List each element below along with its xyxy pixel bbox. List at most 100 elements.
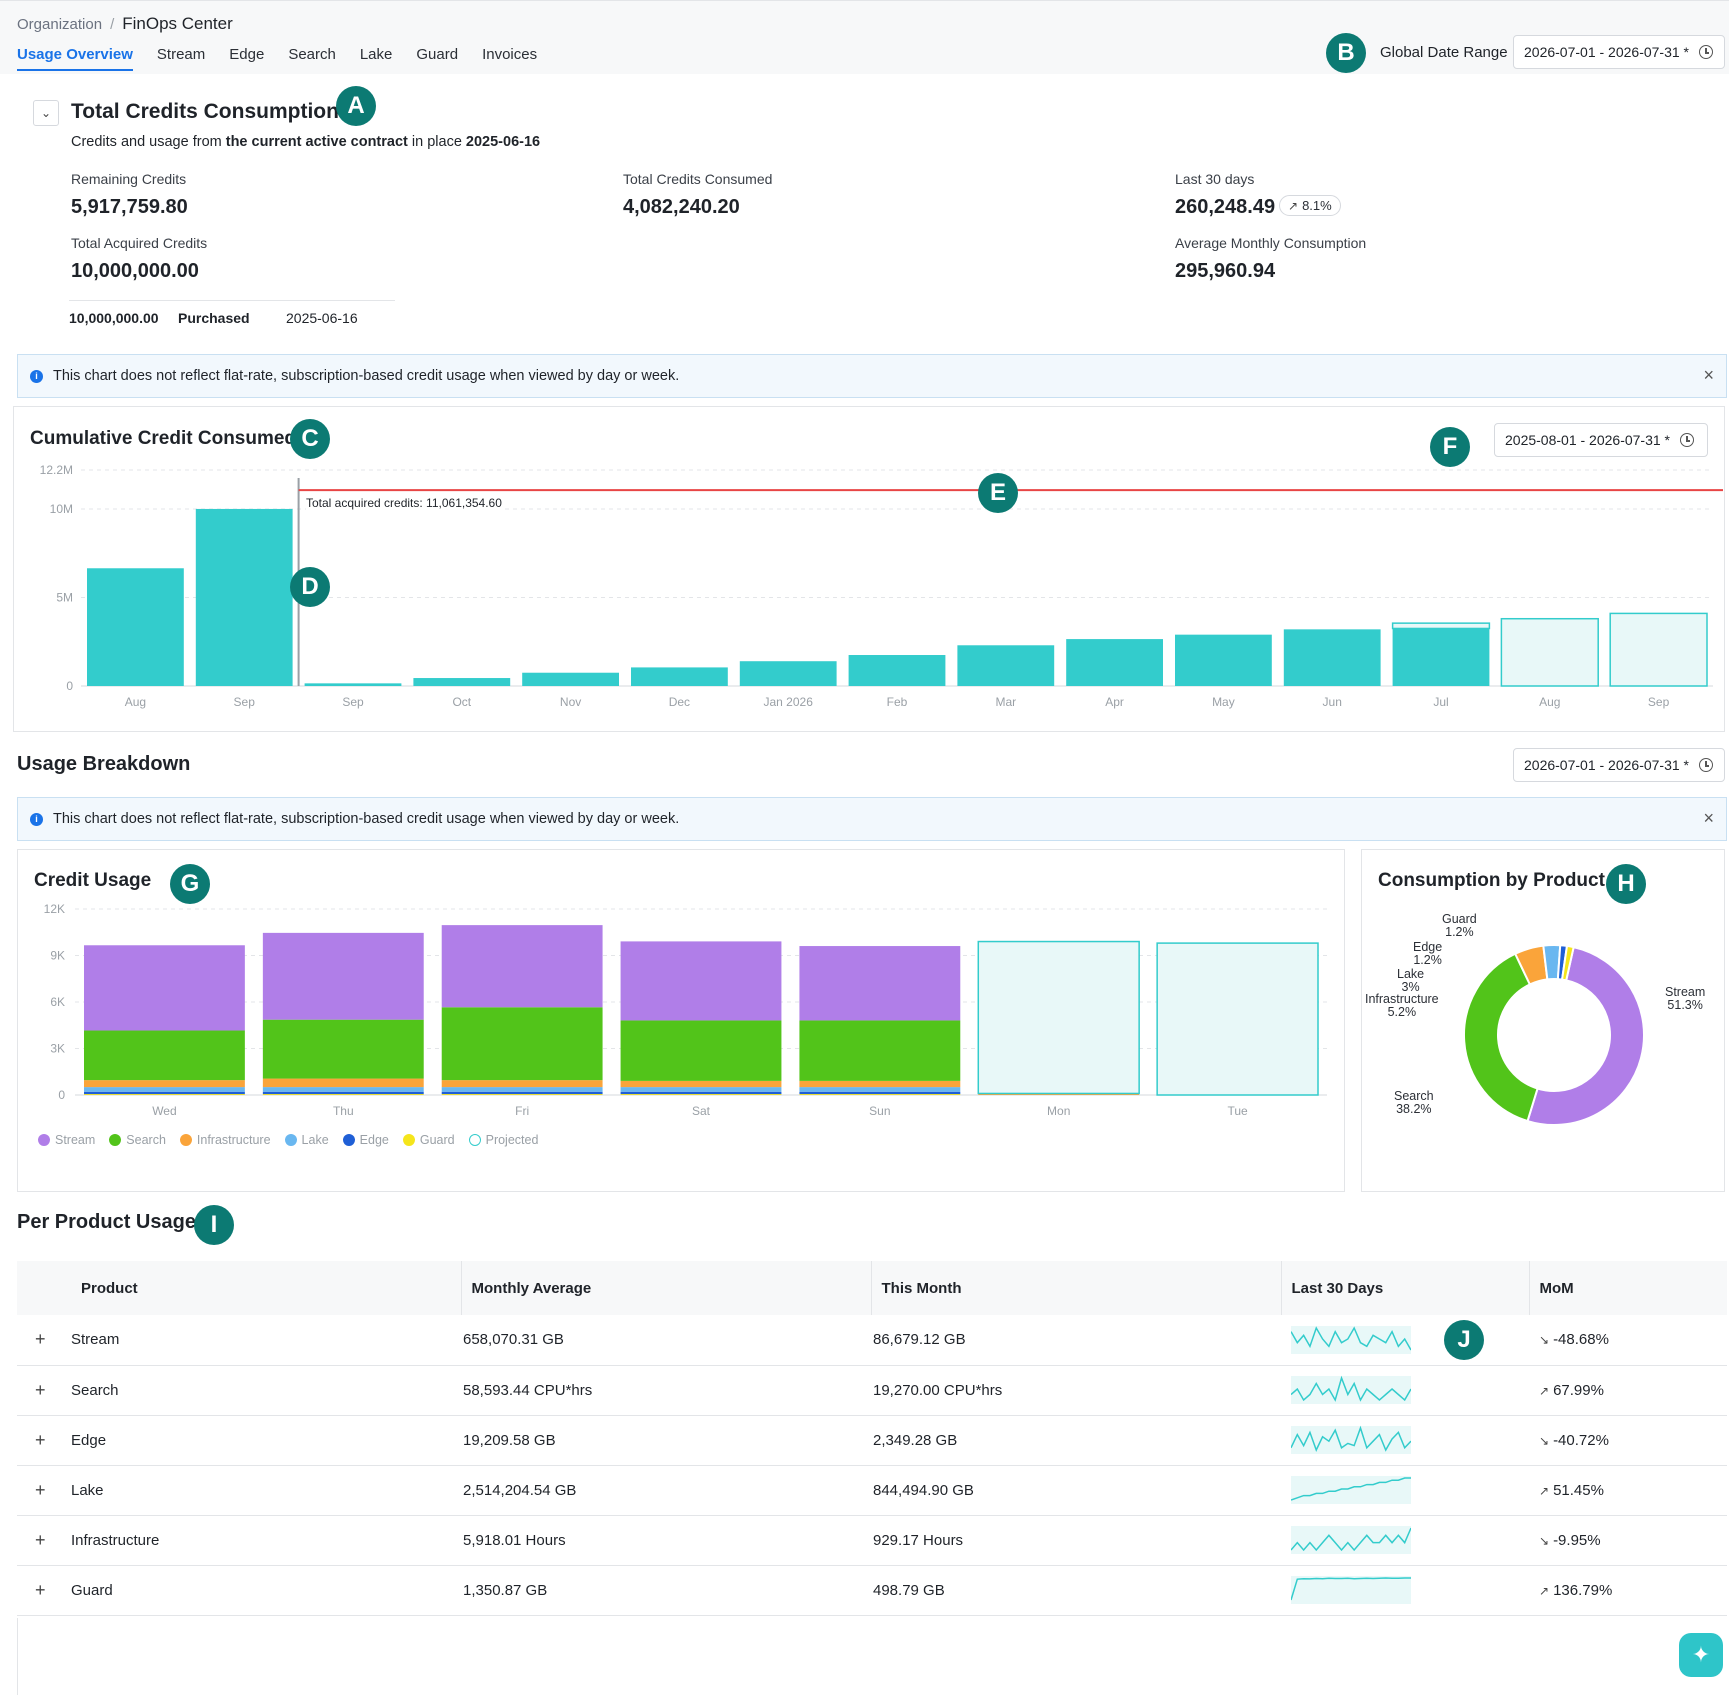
table-header-product[interactable]: Product bbox=[63, 1261, 461, 1315]
credit-bar-guard bbox=[620, 1094, 782, 1095]
info-banner-text: This chart does not reflect flat-rate, s… bbox=[53, 811, 680, 827]
mom-value: -48.68% bbox=[1553, 1331, 1609, 1349]
cumulative-bar bbox=[522, 672, 619, 686]
table-row[interactable]: + Lake 2,514,204.54 GB 844,494.90 GB ↗ 51.45% bbox=[17, 1465, 1727, 1516]
expand-plus-icon[interactable]: + bbox=[17, 1465, 63, 1516]
donut-label-name: Guard bbox=[1442, 912, 1477, 926]
credits-subtitle-contract: the current active contract bbox=[225, 134, 408, 150]
donut-label-lake: Lake 3% bbox=[1397, 967, 1425, 994]
cumulative-bar bbox=[304, 683, 402, 686]
donut-label-search: Search 38.2% bbox=[1394, 1089, 1434, 1116]
global-date-label: Global Date Range bbox=[1380, 44, 1508, 61]
table-header-mom[interactable]: MoM bbox=[1528, 1261, 1727, 1315]
trend-up-icon: ↗ bbox=[1539, 1383, 1550, 1398]
credit-bar-infrastructure bbox=[620, 1080, 782, 1088]
legend-label: Stream bbox=[55, 1133, 96, 1147]
left-border bbox=[17, 1618, 18, 1695]
marker-g: G bbox=[170, 864, 210, 904]
last-30-days-change: 8.1% bbox=[1302, 198, 1332, 213]
assistant-sparkle-button[interactable]: ✦ bbox=[1679, 1633, 1723, 1677]
legend-item-projected[interactable]: Projected bbox=[468, 1133, 539, 1147]
table-row[interactable]: + Guard 1,350.87 GB 498.79 GB ↗ 136.79% bbox=[17, 1565, 1727, 1616]
credits-subtitle: Credits and usage from the current activ… bbox=[71, 134, 540, 150]
table-header-this-month[interactable]: This Month bbox=[870, 1261, 1281, 1315]
global-date-picker[interactable]: 2026-07-01 - 2026-07-31 * bbox=[1513, 35, 1725, 69]
mom-value: -9.95% bbox=[1553, 1531, 1601, 1549]
collapse-chevron-icon[interactable]: ⌄ bbox=[33, 100, 59, 126]
y-tick-label: 6K bbox=[50, 995, 65, 1009]
cumulative-bar bbox=[1283, 629, 1381, 686]
x-tick-label: Sat bbox=[692, 1104, 711, 1118]
credits-title: Total Credits Consumption bbox=[71, 100, 339, 123]
per-product-table: Product Monthly Average This Month Last … bbox=[17, 1261, 1727, 1616]
breakdown-date-picker[interactable]: 2026-07-01 - 2026-07-31 * bbox=[1513, 748, 1725, 782]
table-header-expand bbox=[17, 1261, 63, 1315]
legend-label: Lake bbox=[301, 1133, 329, 1147]
table-header-monthly-average[interactable]: Monthly Average bbox=[460, 1261, 871, 1315]
breadcrumb-parent[interactable]: Organization bbox=[17, 16, 103, 33]
credit-bar-stream bbox=[262, 932, 424, 1020]
marker-f: F bbox=[1430, 427, 1470, 467]
legend-label: Edge bbox=[359, 1133, 389, 1147]
legend-item-guard[interactable]: Guard bbox=[402, 1133, 455, 1147]
expand-plus-icon[interactable]: + bbox=[17, 1315, 63, 1366]
close-icon[interactable]: × bbox=[1703, 365, 1714, 385]
table-row[interactable]: + Infrastructure 5,918.01 Hours 929.17 Hour… bbox=[17, 1515, 1727, 1566]
credit-bar-stream bbox=[441, 925, 603, 1008]
y-tick-label: 10M bbox=[50, 502, 73, 516]
legend-label: Projected bbox=[485, 1133, 539, 1147]
tab-usage-overview[interactable]: Usage Overview bbox=[17, 46, 133, 71]
tab-edge[interactable]: Edge bbox=[229, 46, 265, 63]
credit-bar-stream bbox=[620, 941, 782, 1021]
cumulative-bar bbox=[631, 667, 728, 686]
tab-stream[interactable]: Stream bbox=[156, 46, 206, 63]
table-row[interactable]: + Stream 658,070.31 GB 86,679.12 GB ↘ -48.68% bbox=[17, 1315, 1727, 1366]
marker-i: I bbox=[194, 1205, 234, 1245]
expand-plus-icon[interactable]: + bbox=[17, 1415, 63, 1466]
donut-slice-search bbox=[1463, 952, 1539, 1123]
credit-bar-guard bbox=[799, 1094, 961, 1095]
legend-item-search[interactable]: Search bbox=[109, 1133, 166, 1147]
trend-up-icon: ↗ bbox=[1539, 1483, 1550, 1498]
legend-label: Guard bbox=[419, 1133, 455, 1147]
breakdown-title: Usage Breakdown bbox=[17, 753, 191, 775]
breadcrumb-current: FinOps Center bbox=[122, 14, 233, 33]
tab-invoices[interactable]: Invoices bbox=[482, 46, 538, 63]
remaining-credits-label: Remaining Credits bbox=[71, 171, 187, 187]
table-row[interactable]: + Edge 19,209.58 GB 2,349.28 GB ↘ -40.72% bbox=[17, 1415, 1727, 1466]
cumulative-date-picker[interactable]: 2025-08-01 - 2026-07-31 * bbox=[1494, 423, 1708, 457]
info-banner: i This chart does not reflect flat-rate,… bbox=[17, 354, 1727, 398]
table-row[interactable]: + Search 58,593.44 CPU*hrs 19,270.00 CPU*hr… bbox=[17, 1365, 1727, 1416]
close-icon[interactable]: × bbox=[1703, 808, 1714, 828]
donut-label-pct: 51.3% bbox=[1667, 998, 1703, 1013]
y-tick-label: 9K bbox=[50, 949, 65, 963]
table-header-last-30-days[interactable]: Last 30 Days bbox=[1280, 1261, 1529, 1315]
y-tick-label: 0 bbox=[58, 1088, 65, 1102]
legend-label: Search bbox=[126, 1133, 166, 1147]
expand-plus-icon[interactable]: + bbox=[17, 1565, 63, 1616]
legend-item-infrastructure[interactable]: Infrastructure bbox=[179, 1133, 271, 1147]
legend-item-stream[interactable]: Stream bbox=[38, 1133, 95, 1147]
x-tick-label: Thu bbox=[333, 1104, 354, 1118]
marker-d: D bbox=[290, 567, 330, 607]
tab-search[interactable]: Search bbox=[288, 46, 336, 63]
expand-plus-icon[interactable]: + bbox=[17, 1515, 63, 1566]
x-tick-label: Fri bbox=[515, 1104, 529, 1118]
tab-lake[interactable]: Lake bbox=[359, 46, 393, 63]
legend-item-lake[interactable]: Lake bbox=[284, 1133, 329, 1147]
clock-icon bbox=[1680, 433, 1695, 447]
mom-value: 67.99% bbox=[1553, 1381, 1604, 1399]
sparkline-chart bbox=[1290, 1325, 1412, 1354]
cell-sparkline bbox=[1281, 1415, 1529, 1466]
legend-item-edge[interactable]: Edge bbox=[342, 1133, 389, 1147]
cell-sparkline bbox=[1281, 1465, 1529, 1516]
cumulative-title: Cumulative Credit Consumed bbox=[30, 428, 297, 449]
cumulative-bar bbox=[957, 645, 1055, 686]
tab-guard[interactable]: Guard bbox=[416, 46, 459, 63]
cell-monthly-average: 19,209.58 GB bbox=[461, 1415, 871, 1466]
credit-bar-edge bbox=[84, 1091, 245, 1095]
cell-sparkline bbox=[1281, 1315, 1529, 1366]
expand-plus-icon[interactable]: + bbox=[17, 1365, 63, 1416]
donut-label-name: Lake bbox=[1397, 967, 1425, 981]
global-date-value: 2026-07-01 - 2026-07-31 * bbox=[1524, 44, 1690, 60]
